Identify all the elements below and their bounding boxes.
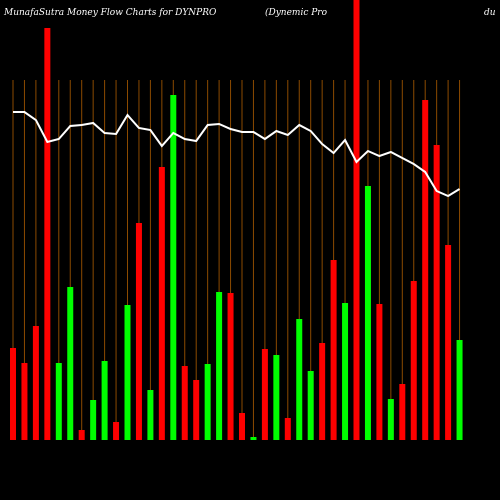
bar (364, 186, 371, 440)
chart-subtitle: (Dynemic Pro (265, 7, 328, 18)
bar (261, 349, 268, 440)
bar (284, 418, 291, 440)
bar (90, 400, 97, 440)
bar (181, 366, 188, 440)
money-flow-line (13, 111, 461, 198)
bar (239, 413, 245, 440)
bar (273, 355, 280, 440)
chart-subtitle-right: du (484, 8, 496, 18)
bar (422, 100, 429, 440)
bar (456, 340, 463, 440)
bar (227, 293, 234, 440)
bar (250, 437, 257, 440)
bar (376, 304, 383, 440)
bar (113, 422, 120, 440)
bar (410, 281, 417, 440)
bar (445, 245, 452, 440)
bar (170, 95, 177, 440)
bar (193, 380, 200, 440)
bar (55, 363, 62, 440)
bar (307, 371, 314, 440)
bar (433, 145, 440, 440)
chart-title: MunafaSutra Money Flow Charts for DYNPRO (3, 8, 217, 18)
bar (204, 364, 211, 440)
bar (147, 390, 154, 440)
bar (78, 430, 85, 440)
bar (342, 303, 349, 440)
bar (124, 305, 131, 440)
bar (387, 399, 394, 440)
bar (44, 28, 51, 440)
bar (399, 384, 406, 440)
bar (158, 167, 165, 440)
bar (101, 361, 108, 440)
bar (216, 292, 223, 440)
bar (135, 223, 142, 440)
bar (353, 0, 360, 440)
bar (330, 260, 337, 440)
bar (319, 343, 326, 440)
bar (32, 326, 39, 440)
bar (67, 287, 74, 440)
bar (10, 348, 16, 440)
bar (296, 319, 303, 440)
bar (21, 363, 28, 440)
